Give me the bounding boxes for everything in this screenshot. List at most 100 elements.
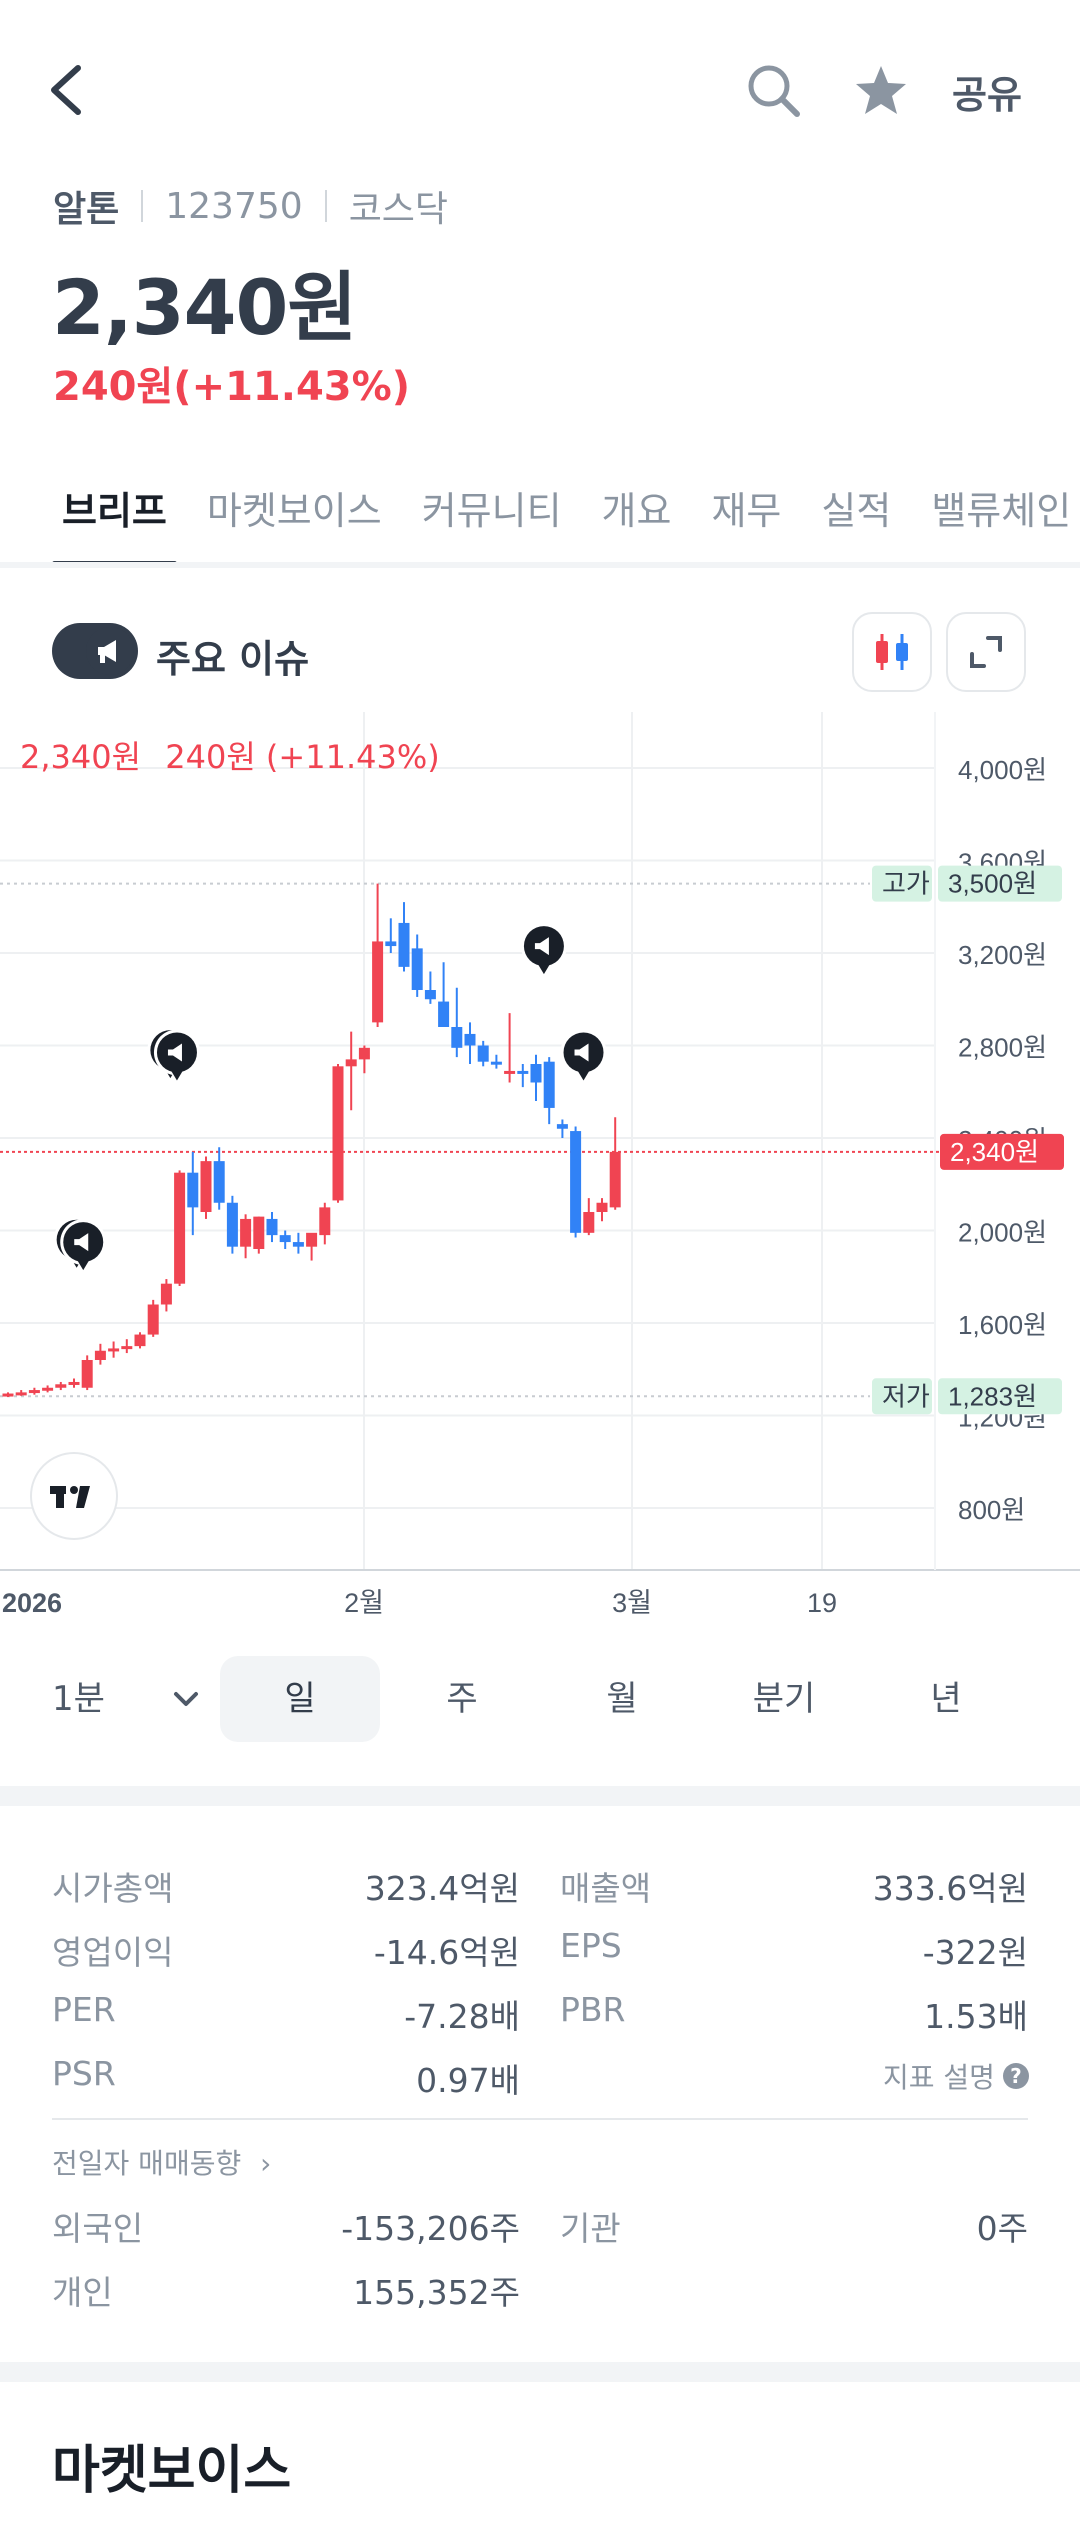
help-label: 지표 설명 [883,2061,995,2094]
tab-overview[interactable]: 개요 [601,489,672,533]
candle-body [160,1283,172,1305]
search-icon [748,65,800,117]
high-value-bg [938,865,1062,902]
minute-label: 1분 [52,1679,105,1719]
price-chart[interactable]: 4,000원3,600원3,200원2,800원2,400원2,000원1,60… [0,712,1080,1632]
stat-value: 1.53배 [924,1997,1028,2036]
issue-marker[interactable] [153,1029,200,1081]
candle-body [424,990,436,1000]
indicator-help-link[interactable]: 지표 설명 ? [883,2056,1029,2096]
candle-body [81,1360,93,1388]
tab-community[interactable]: 커뮤니티 [421,489,562,533]
stock-market: 코스닥 [348,189,449,230]
share-button[interactable]: 공유 [952,73,1022,117]
separator [324,190,327,222]
candle-body [68,1381,80,1385]
tab-valuechain[interactable]: 밸류체인 [931,489,1072,533]
issue-marker[interactable] [520,923,567,975]
candle-body [134,1334,146,1347]
y-tick-label: 800원 [958,1495,1025,1525]
question-icon: ? [1002,2063,1029,2089]
tab-finance[interactable]: 재무 [711,489,782,533]
period-year[interactable]: 년 [930,1679,962,1719]
chart-type-button[interactable] [852,612,932,692]
divider [0,562,1080,568]
expand-chart-button[interactable] [946,612,1026,692]
issue-marker[interactable] [560,1029,607,1081]
tradingview-icon [50,1486,90,1508]
tab-marketvoice[interactable]: 마켓보이스 [206,489,382,533]
back-button[interactable] [40,60,96,120]
stat-label: PSR [52,2054,116,2093]
institution-value: 0주 [976,2209,1028,2248]
tradingview-logo[interactable] [30,1452,118,1540]
stock-name: 알톤 [53,189,120,230]
candle-body [226,1202,238,1247]
candle-body [477,1045,489,1062]
minute-interval-select[interactable]: 1분 [52,1656,212,1742]
price-change: 240원(+11.43%) [53,364,410,410]
tab-brief[interactable]: 브리프 [52,470,177,566]
candle-body [543,1061,555,1108]
star-icon [856,66,906,114]
stat-label: 매출액 [560,1869,652,1908]
toggle-knob [86,627,134,675]
x-tick-label: 2월 [344,1588,384,1618]
candle-body [596,1202,608,1212]
stat-label: EPS [560,1926,622,1965]
issues-toggle[interactable] [52,623,138,679]
period-month[interactable]: 월 [606,1679,638,1719]
candle-body [517,1070,529,1074]
x-tick-label: 3월 [612,1588,652,1618]
section-divider [0,1786,1080,1806]
low-value: 1,283원 [948,1381,1037,1411]
current-price-label-bg [940,1133,1064,1170]
candle-body [583,1212,595,1233]
section-divider [0,2362,1080,2382]
stat-value: 0.97배 [416,2061,520,2100]
trading-trend-link[interactable]: 전일자 매매동향 › [52,2142,271,2182]
search-button[interactable] [745,62,803,120]
current-price: 2,340원 [52,263,357,352]
candle-body [490,1061,502,1065]
candle-body [174,1172,186,1284]
period-quarter[interactable]: 분기 [752,1679,816,1719]
candle-body [372,941,384,1023]
candle-body [385,941,397,947]
stat-value: -14.6억원 [373,1933,520,1972]
candle-body [42,1387,54,1391]
candle-body [438,1001,450,1027]
issues-label: 주요 이슈 [156,637,310,681]
low-value-bg [938,1378,1062,1415]
y-tick-label: 1,600원 [958,1310,1047,1340]
period-week[interactable]: 주 [446,1679,478,1719]
candle-body [570,1131,582,1233]
candle-body [358,1047,370,1060]
institution-label: 기관 [560,2209,621,2248]
candle-body [556,1124,568,1129]
tab-bar: 브리프 마켓보이스 커뮤니티 개요 재무 실적 밸류체인 [0,470,1080,566]
candle-body [15,1392,27,1396]
individual-label: 개인 [52,2273,113,2312]
candle-body [530,1064,542,1083]
candle-body [121,1346,133,1350]
individual-value: 155,352주 [353,2273,520,2312]
stat-value: -322원 [922,1933,1028,1972]
period-day[interactable]: 일 [220,1656,380,1742]
issue-marker[interactable] [60,1219,107,1271]
candle-body [253,1216,265,1249]
candle-body [411,948,423,990]
x-tick-label: 19 [807,1588,837,1618]
y-tick-label: 4,000원 [958,755,1047,785]
stat-label: PER [52,1990,116,2029]
chevron-right-icon: › [260,2147,272,2180]
candle-body [464,1033,476,1046]
stat-value: 323.4억원 [364,1869,520,1908]
candle-body [609,1151,621,1208]
favorite-button[interactable] [852,62,910,120]
candle-body [266,1218,278,1236]
stock-meta: 알톤 123750 코스닥 [53,180,448,232]
tab-earnings[interactable]: 실적 [821,489,892,533]
y-tick-label: 2,800원 [958,1033,1047,1063]
chevron-left-icon [51,65,81,115]
